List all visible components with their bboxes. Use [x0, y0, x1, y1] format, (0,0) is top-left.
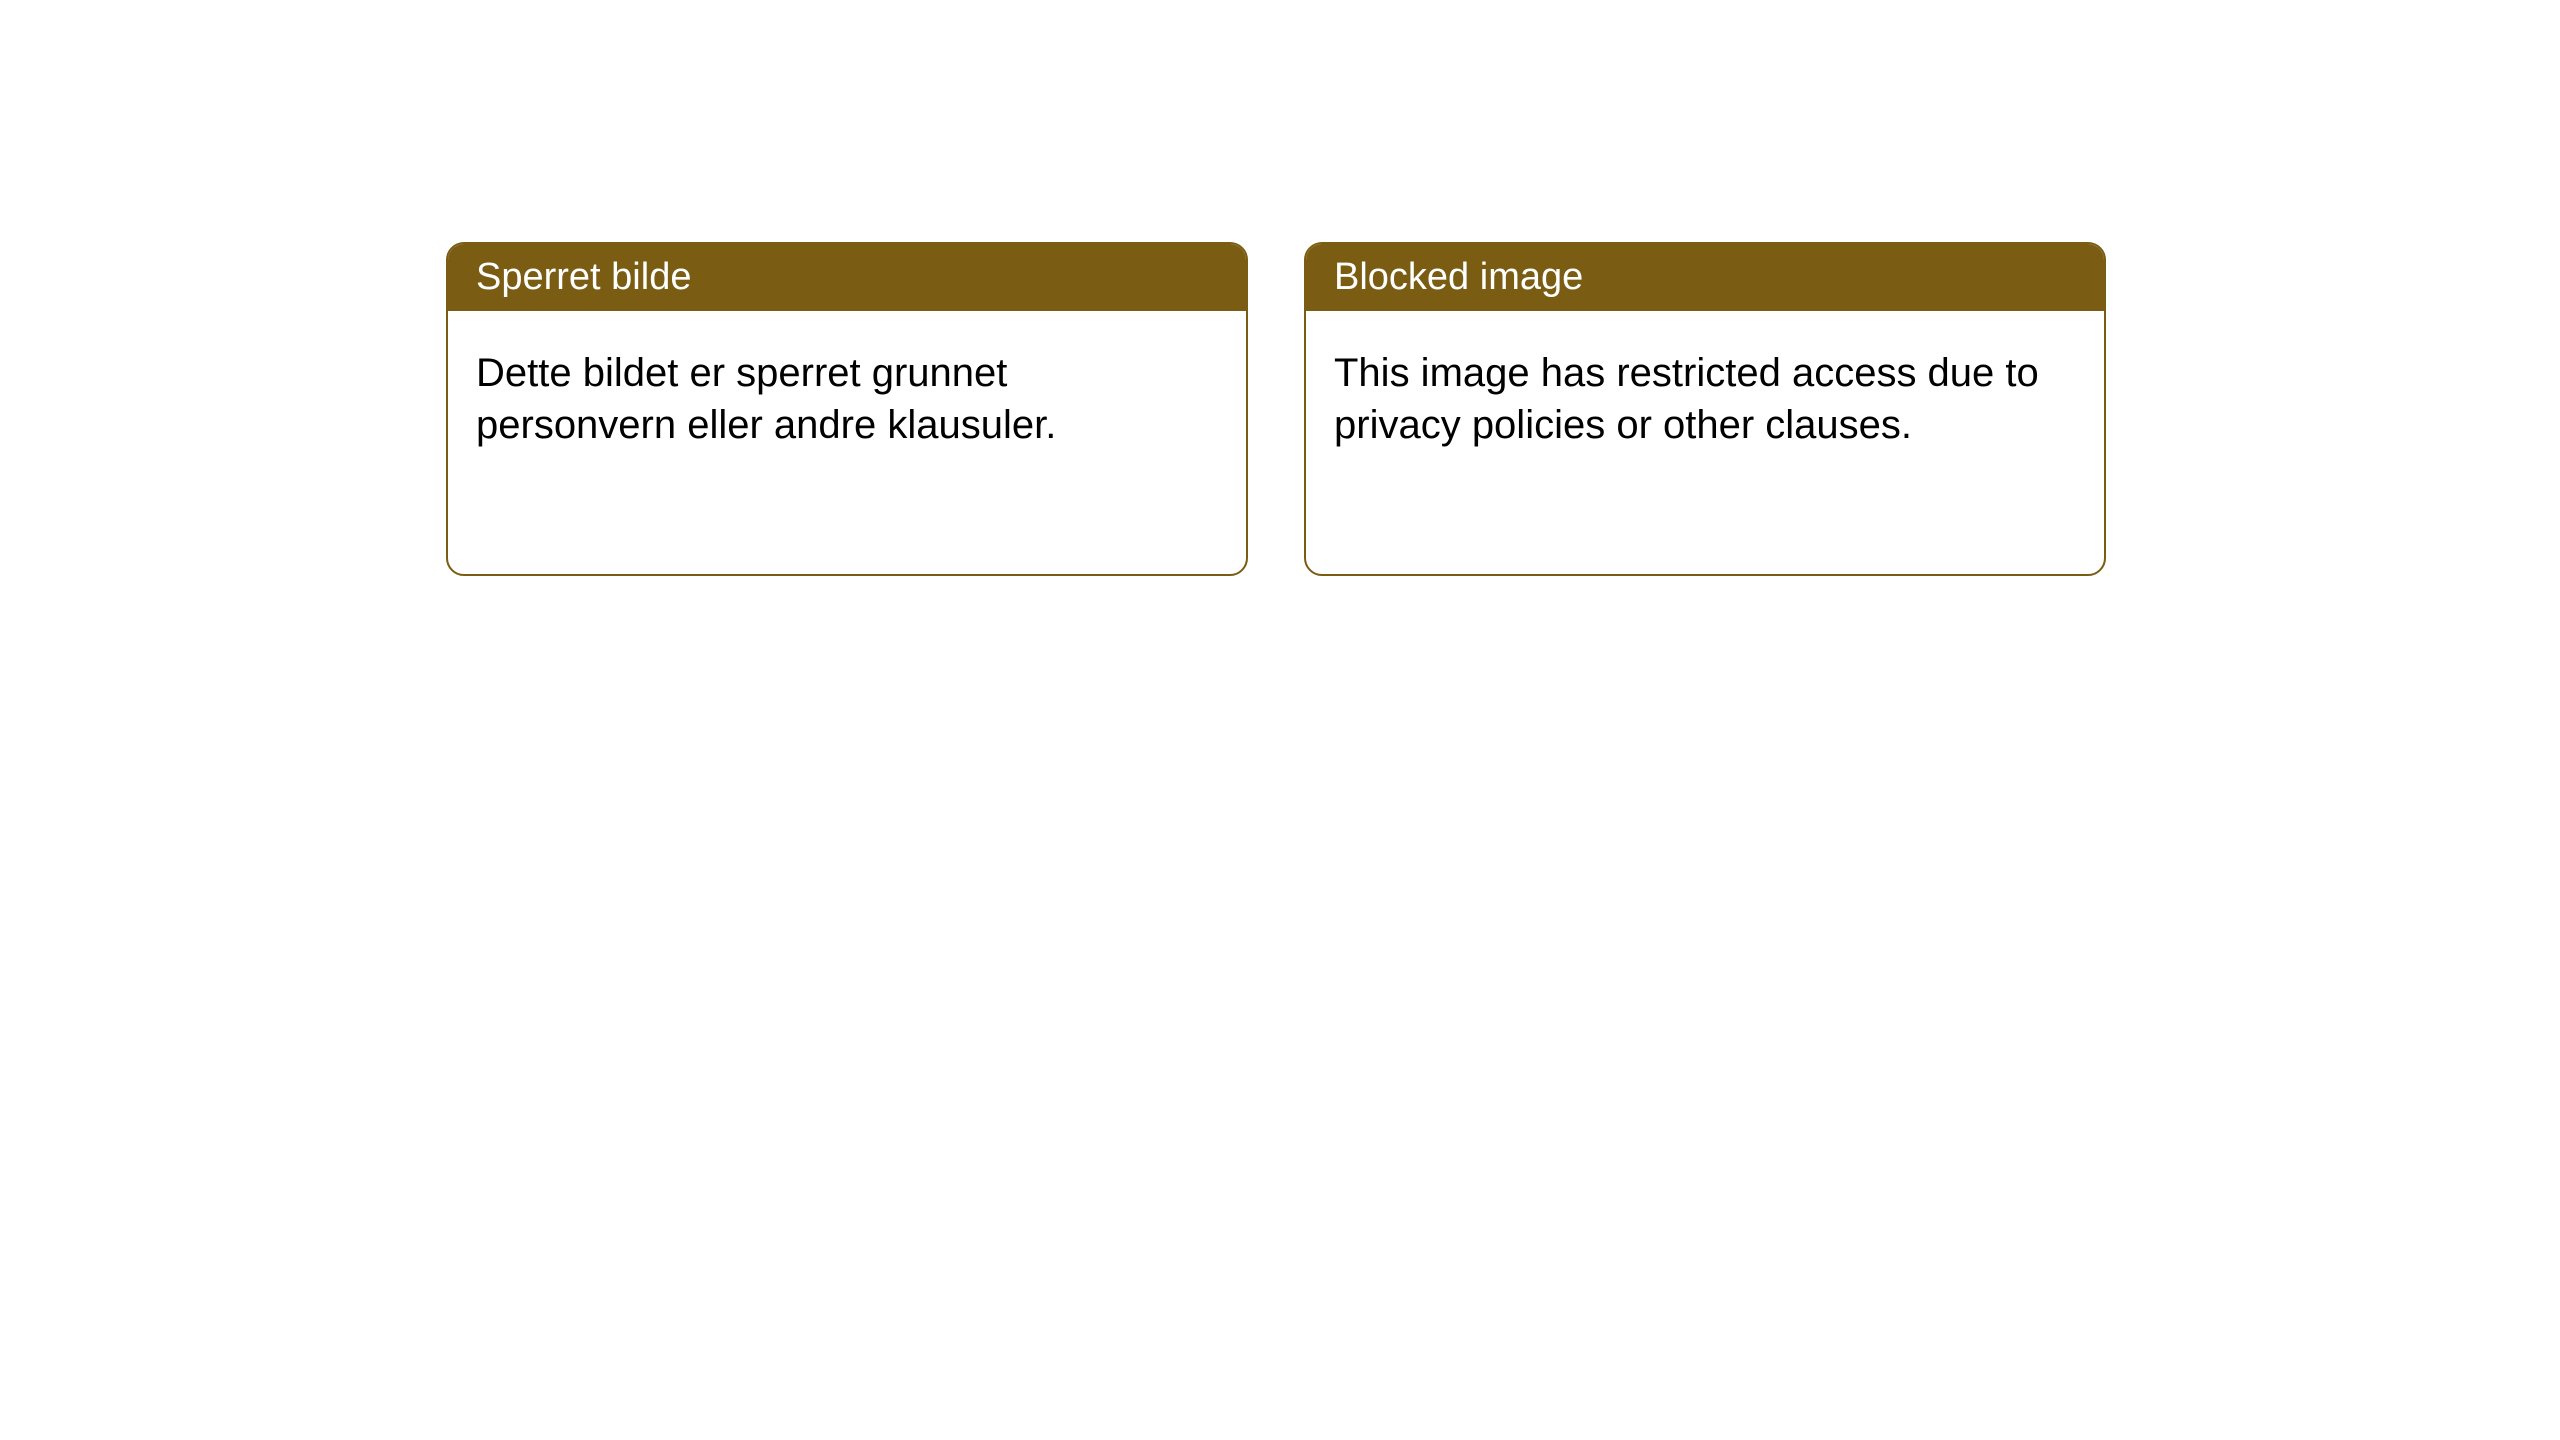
card-header-no: Sperret bilde [448, 244, 1246, 311]
card-body-text-no: Dette bildet er sperret grunnet personve… [476, 351, 1056, 447]
card-header-en: Blocked image [1306, 244, 2104, 311]
card-title-en: Blocked image [1334, 256, 1583, 298]
blocked-image-card-no: Sperret bilde Dette bildet er sperret gr… [446, 242, 1248, 576]
card-body-no: Dette bildet er sperret grunnet personve… [448, 311, 1246, 487]
card-body-en: This image has restricted access due to … [1306, 311, 2104, 487]
cards-container: Sperret bilde Dette bildet er sperret gr… [0, 0, 2560, 576]
card-title-no: Sperret bilde [476, 256, 691, 298]
card-body-text-en: This image has restricted access due to … [1334, 351, 2039, 447]
blocked-image-card-en: Blocked image This image has restricted … [1304, 242, 2106, 576]
